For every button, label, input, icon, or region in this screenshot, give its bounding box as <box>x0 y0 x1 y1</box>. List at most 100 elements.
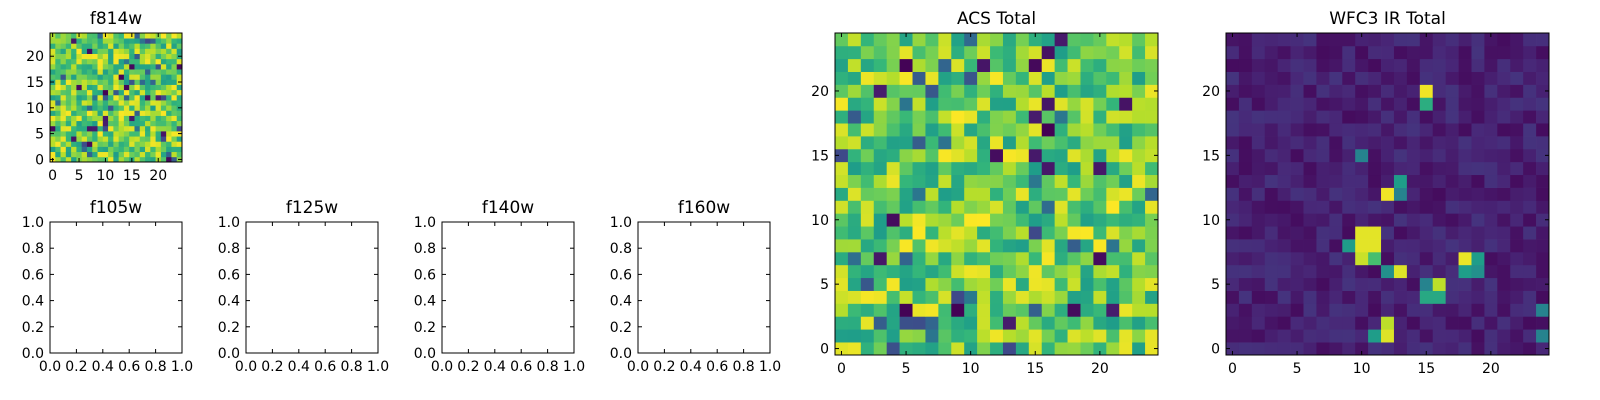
heatmap-cell <box>951 33 965 47</box>
heatmap-cell <box>1432 342 1446 356</box>
y-tick-label: 1.0 <box>610 215 632 231</box>
heatmap-cell <box>166 63 172 70</box>
heatmap-cell <box>1238 290 1253 304</box>
heatmap-cell <box>1355 239 1369 253</box>
heatmap-cell <box>1445 239 1459 253</box>
heatmap-cell <box>55 141 61 147</box>
heatmap-cell <box>81 131 88 137</box>
x-tick-label: 0 <box>837 361 846 377</box>
heatmap-cell <box>1290 264 1304 279</box>
heatmap-cell <box>129 79 135 85</box>
heatmap-cell <box>1523 174 1537 188</box>
y-tick-label: 0.4 <box>218 294 240 310</box>
x-tick-label: 15 <box>1026 361 1044 377</box>
heatmap-cell <box>860 251 875 266</box>
heatmap-cell <box>1381 200 1395 214</box>
heatmap-cell <box>1067 161 1081 176</box>
heatmap-cell <box>55 125 61 132</box>
heatmap-cell <box>145 48 151 54</box>
heatmap-cell <box>1119 251 1133 266</box>
heatmap-cell <box>964 187 978 201</box>
heatmap-cell <box>1536 303 1550 317</box>
heatmap-cell <box>166 141 172 147</box>
heatmap-cell <box>912 316 926 330</box>
heatmap-cell <box>1028 148 1043 163</box>
heatmap-cell <box>86 156 93 163</box>
heatmap-cell <box>123 89 130 96</box>
heatmap-cell <box>92 53 98 60</box>
heatmap-cell <box>847 97 862 111</box>
heatmap-cell <box>50 146 56 153</box>
heatmap-cell <box>123 131 130 137</box>
y-tick-label: 1.0 <box>414 215 436 231</box>
heatmap-cell <box>155 110 162 116</box>
heatmap-cell <box>108 146 114 153</box>
heatmap-cell <box>1471 174 1485 188</box>
heatmap-cell <box>1368 84 1382 98</box>
heatmap-cell <box>134 94 141 101</box>
heatmap-cell <box>1419 161 1434 176</box>
heatmap-cell <box>1497 239 1511 253</box>
heatmap-cell <box>145 89 151 96</box>
heatmap-cell <box>55 136 61 142</box>
heatmap-cell <box>925 45 939 60</box>
heatmap-cell <box>912 264 926 279</box>
heatmap-cell <box>150 48 156 54</box>
heatmap-cell <box>1536 187 1550 201</box>
heatmap-cell <box>1432 174 1446 188</box>
heatmap-cell <box>155 115 162 122</box>
heatmap-cell <box>847 239 862 253</box>
heatmap-cell <box>847 84 862 98</box>
heatmap-cell <box>835 110 849 124</box>
heatmap-cell <box>155 74 162 80</box>
heatmap-cell <box>1015 251 1030 266</box>
heatmap-cell <box>938 316 952 330</box>
heatmap-cell <box>1497 316 1511 330</box>
heatmap-cell <box>1002 136 1017 150</box>
heatmap-cell <box>977 148 991 163</box>
heatmap-cell <box>1316 110 1330 124</box>
heatmap-cell <box>1002 342 1017 356</box>
heatmap-cell <box>886 290 900 304</box>
heatmap-cell <box>86 63 93 70</box>
heatmap-cell <box>166 105 172 111</box>
heatmap-cell <box>1406 174 1421 188</box>
heatmap-cell <box>1368 110 1382 124</box>
heatmap-cell <box>1080 264 1094 279</box>
heatmap-cell <box>1419 110 1434 124</box>
heatmap-cell <box>1471 200 1485 214</box>
heatmap-cell <box>1264 110 1279 124</box>
heatmap-cell <box>1471 187 1485 201</box>
heatmap-cell <box>55 94 61 101</box>
heatmap-cell <box>1264 123 1279 137</box>
heatmap-cell <box>1523 290 1537 304</box>
heatmap-cell <box>1145 97 1159 111</box>
heatmap-cell <box>1316 239 1330 253</box>
heatmap-cell <box>113 38 119 44</box>
heatmap-cell <box>1484 277 1498 291</box>
heatmap-cell <box>1303 110 1317 124</box>
heatmap-cell <box>60 105 67 111</box>
heatmap-cell <box>50 38 56 44</box>
heatmap-cell <box>873 71 888 85</box>
heatmap-cell <box>166 58 172 65</box>
heatmap-cell <box>1080 200 1094 214</box>
heatmap-cell <box>1080 148 1094 163</box>
heatmap-cell <box>50 115 56 122</box>
heatmap-cell <box>1536 290 1550 304</box>
heatmap-cell <box>160 105 167 111</box>
y-tick-label: 5 <box>820 277 829 293</box>
heatmap-cell <box>71 141 77 147</box>
heatmap-cell <box>925 264 939 279</box>
heatmap-cell <box>1419 71 1434 85</box>
heatmap-cell <box>1316 251 1330 266</box>
heatmap-cell <box>1080 316 1094 330</box>
heatmap-cell <box>86 141 93 147</box>
heatmap-cell <box>1303 277 1317 291</box>
heatmap-cell <box>964 277 978 291</box>
heatmap-cell <box>1002 277 1017 291</box>
heatmap-cell <box>1536 45 1550 60</box>
heatmap-cell <box>1145 213 1159 227</box>
heatmap-cell <box>113 94 119 101</box>
heatmap-cell <box>1342 316 1356 330</box>
